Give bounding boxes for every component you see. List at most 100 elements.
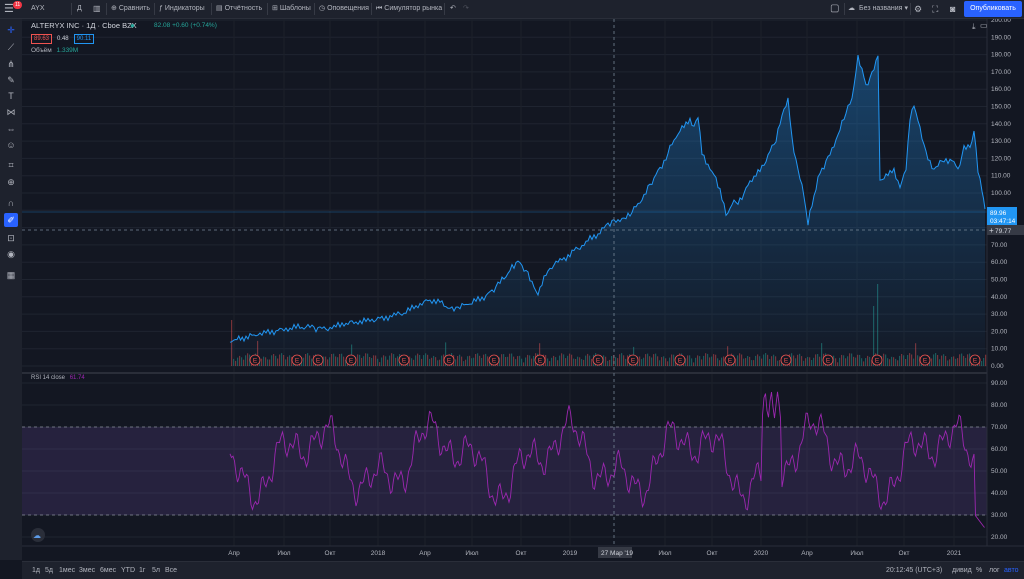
earnings-marker[interactable] <box>312 354 324 366</box>
price-area-fill <box>230 55 985 366</box>
price-tick: 10.00 <box>991 346 1008 353</box>
earnings-marker[interactable] <box>291 354 303 366</box>
range-button[interactable]: 1д <box>32 567 40 574</box>
earnings-marker-label: E <box>678 358 683 365</box>
earnings-marker[interactable] <box>398 354 410 366</box>
publish-button[interactable]: Опубликовать <box>964 1 1022 17</box>
camera-icon[interactable]: ◙ <box>950 4 956 14</box>
earnings-marker[interactable] <box>534 354 546 366</box>
alerts-button[interactable]: ◷ Оповещения <box>319 0 369 18</box>
price-tick: 30.00 <box>991 311 1008 318</box>
range-button[interactable]: Все <box>165 567 178 574</box>
chart-area[interactable]: E E E E E E E E E E E E E E E E E 200.00 190.00 180.00 170.… <box>22 19 1024 561</box>
range-button[interactable]: 6мес <box>100 567 117 574</box>
fullscreen-icon[interactable]: ⛶ <box>932 4 939 14</box>
earnings-marker[interactable] <box>871 354 883 366</box>
volume-label: Объём <box>31 47 52 54</box>
sell-button[interactable]: 89.63 <box>31 34 53 44</box>
layout-icon[interactable]: ▢ <box>830 3 840 14</box>
time-tick: 2018 <box>371 550 386 557</box>
range-button[interactable]: 1мес <box>59 567 76 574</box>
tradingview-logo[interactable] <box>31 528 45 542</box>
earnings-marker[interactable] <box>780 354 792 366</box>
zoom-icon[interactable]: ⊕ <box>7 177 15 187</box>
auto-toggle[interactable]: авто <box>1004 567 1019 574</box>
earnings-marker[interactable] <box>919 354 931 366</box>
crosshair-icon[interactable]: ✛ <box>7 25 15 35</box>
time-tick: Июл <box>277 550 290 557</box>
fib-icon[interactable]: ⋔ <box>7 59 15 69</box>
log-toggle[interactable]: лог <box>989 567 1000 574</box>
buy-button[interactable]: 90.11 <box>73 34 95 44</box>
crosshair-date-label: 27 Мар '19 <box>601 550 633 557</box>
earnings-marker-label: E <box>402 358 407 365</box>
stay-drawing-icon[interactable]: ✐ <box>4 213 18 227</box>
pane-separator[interactable] <box>22 372 1024 374</box>
pattern-icon[interactable]: ⋈ <box>6 107 16 117</box>
rsi-band <box>22 427 987 515</box>
range-button[interactable]: YTD <box>121 567 135 574</box>
earnings-marker[interactable] <box>249 354 261 366</box>
prediction-icon[interactable]: ⇔ <box>6 124 16 134</box>
earnings-marker-label: E <box>447 358 452 365</box>
chart-type-icon[interactable]: ▥ <box>93 4 101 13</box>
time-tick: Апр <box>419 550 431 557</box>
rsi-axis[interactable]: 90.00 80.00 70.00 60.00 50.00 40.00 30.00 20.00 <box>991 380 1008 541</box>
earnings-marker[interactable] <box>822 354 834 366</box>
rsi-grid <box>22 382 987 538</box>
eye-icon[interactable]: ◉ <box>7 249 15 259</box>
volume-bar <box>985 354 987 366</box>
earnings-marker[interactable] <box>969 354 981 366</box>
range-button[interactable]: 5л <box>152 567 160 574</box>
earnings-marker-label: E <box>784 358 789 365</box>
rsi-legend[interactable]: RSI 14 close 61.74 <box>31 375 85 381</box>
lock-icon[interactable]: ⊡ <box>7 233 15 243</box>
price-tick: 50.00 <box>991 277 1008 284</box>
earnings-marker[interactable] <box>724 354 736 366</box>
earnings-marker[interactable] <box>674 354 686 366</box>
smile-icon[interactable]: ☺ <box>6 140 16 150</box>
interval-icon[interactable]: Д <box>77 5 82 12</box>
time-tick: Окт <box>516 550 527 557</box>
pane-collapse-icon[interactable]: ▭ <box>980 21 988 30</box>
rsi-tick: 20.00 <box>991 534 1008 541</box>
adjust-dividends-toggle[interactable]: дивид <box>952 567 972 574</box>
price-tick: 130.00 <box>991 138 1011 145</box>
undo-icon[interactable]: ↶ <box>450 5 456 12</box>
earnings-marker[interactable] <box>443 354 455 366</box>
compare-button[interactable]: ⊕ Сравнить <box>111 0 150 18</box>
earnings-marker[interactable] <box>592 354 604 366</box>
time-axis[interactable]: Апр Июл Окт 2018 Апр Июл Окт 2019 Июл Окт 2020 Апр И… <box>228 550 961 557</box>
ruler-icon[interactable]: ⌗ <box>8 160 14 170</box>
rsi-value: 61.74 <box>69 375 85 381</box>
symbol-search[interactable]: AYX <box>31 5 45 12</box>
trash-icon[interactable]: ▦ <box>6 270 16 280</box>
text-icon[interactable]: T <box>8 91 14 101</box>
earnings-marker[interactable] <box>627 354 639 366</box>
clock[interactable]: 20:12:45 (UTC+3) <box>886 567 943 574</box>
price-tick: 150.00 <box>991 104 1011 111</box>
range-button[interactable]: 1г <box>139 567 146 574</box>
earnings-marker-label: E <box>923 358 928 365</box>
replay-button[interactable]: ⏮ Симулятор рынка <box>376 0 442 18</box>
crosshair-plus-icon[interactable]: + <box>989 226 994 235</box>
volume-legend[interactable]: Объём 1.339M <box>31 47 78 54</box>
range-button[interactable]: 3мес <box>79 567 96 574</box>
magnet-icon[interactable]: ∩ <box>7 198 15 208</box>
gear-icon[interactable]: ⚙ <box>914 4 923 14</box>
symbol-title[interactable]: ALTERYX INC · 1Д · Cboe BZX <box>31 21 137 30</box>
earnings-marker[interactable] <box>488 354 500 366</box>
earnings-marker[interactable] <box>345 354 357 366</box>
templates-button[interactable]: ⊞ Шаблоны <box>272 0 311 18</box>
scroll-down-icon[interactable]: ⤓ <box>972 22 976 31</box>
reports-button[interactable]: ▤ Отчётность <box>216 0 262 18</box>
menu-icon[interactable]: ☰ <box>4 3 14 15</box>
brush-icon[interactable]: ✎ <box>7 75 15 85</box>
layout-name[interactable]: Без названия ▾ <box>859 0 908 18</box>
trend-line-icon[interactable]: ⟋ <box>7 42 15 52</box>
redo-icon[interactable]: ↷ <box>463 5 469 12</box>
range-button[interactable]: 5д <box>45 567 53 574</box>
earnings-marker-label: E <box>492 358 497 365</box>
indicators-button[interactable]: ƒ Индикаторы <box>159 0 205 18</box>
percent-toggle[interactable]: % <box>976 567 983 574</box>
